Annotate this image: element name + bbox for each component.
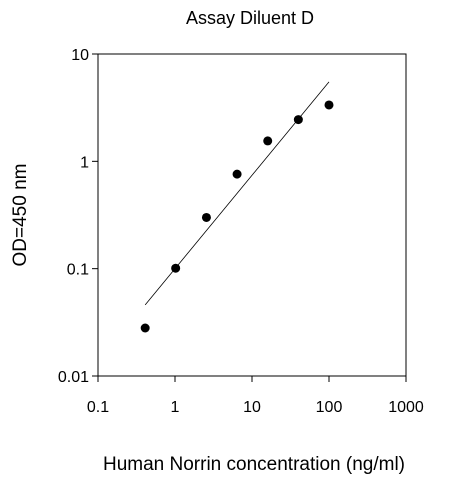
x-tick-label: 0.1	[87, 399, 109, 416]
x-tick-label: 100	[316, 399, 343, 416]
y-tick-label: 10	[71, 47, 89, 64]
x-axis-ticks: 0.1 1 10 100 1000	[87, 376, 424, 416]
y-tick-label: 0.01	[58, 369, 89, 386]
data-point	[263, 136, 273, 146]
y-axis-ticks: 0.01 0.1 1 10	[58, 47, 98, 386]
data-point	[140, 323, 150, 333]
x-tick-label: 1	[171, 399, 180, 416]
y-axis-label: OD=450 nm	[10, 164, 31, 267]
y-tick-label: 1	[80, 154, 89, 171]
data-point	[293, 115, 303, 125]
x-tick-label: 1000	[388, 399, 424, 416]
y-tick-label: 0.1	[67, 262, 89, 279]
data-point	[324, 100, 334, 110]
chart-title: Assay Diluent D	[186, 8, 314, 28]
x-tick-label: 10	[243, 399, 261, 416]
data-point	[171, 263, 181, 273]
data-point	[201, 212, 211, 222]
data-points	[140, 100, 334, 333]
data-point	[232, 169, 242, 179]
x-axis-label: Human Norrin concentration (ng/ml)	[103, 454, 405, 475]
